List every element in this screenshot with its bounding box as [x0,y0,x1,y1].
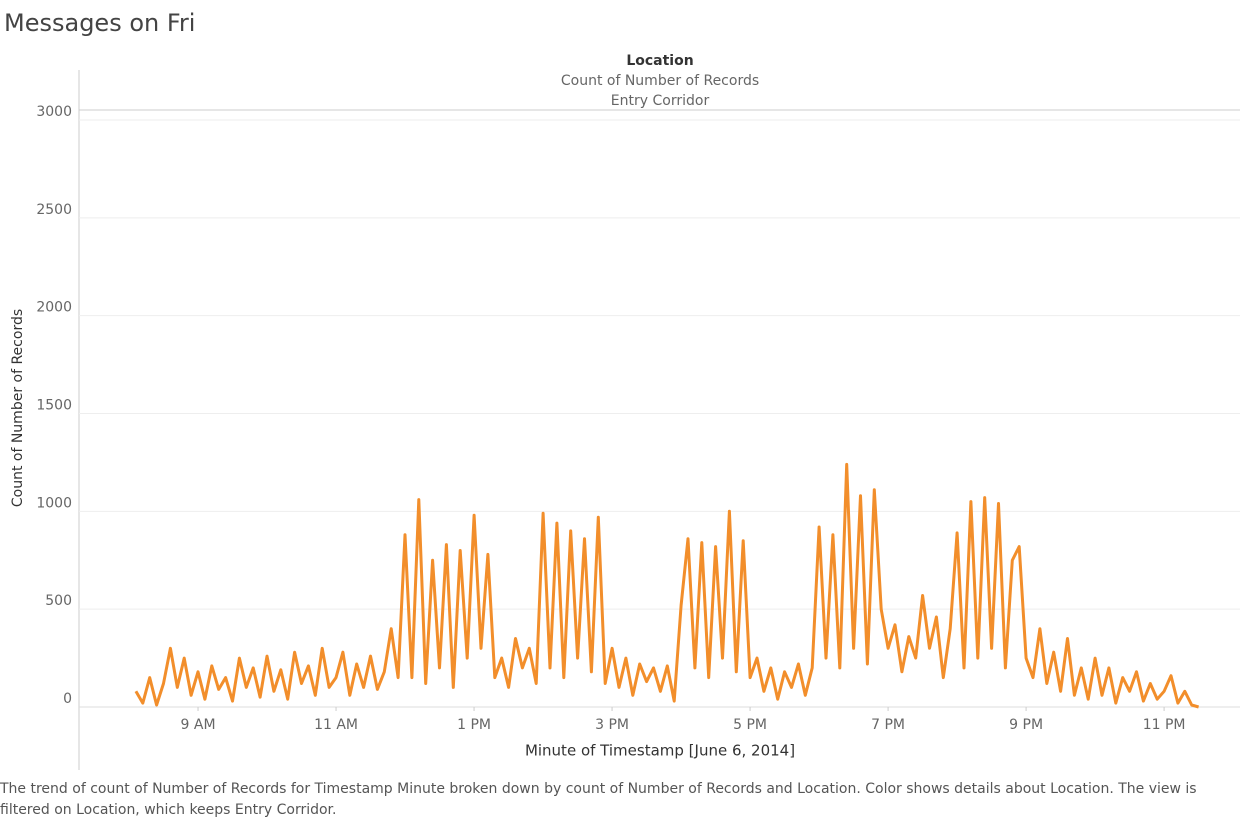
y-tick-label: 3000 [36,104,72,120]
y-tick-label: 500 [45,593,72,609]
x-tick-label: 5 PM [733,717,767,733]
x-tick-label: 11 PM [1143,717,1186,733]
y-tick-label: 1000 [36,495,72,511]
x-axis-title: Minute of Timestamp [June 6, 2014] [525,742,795,760]
x-tick-label: 11 AM [314,717,358,733]
y-tick-label: 1500 [36,398,72,414]
header-measure: Count of Number of Records [561,73,759,89]
header-title: Location [626,53,693,69]
x-tick-label: 3 PM [595,717,629,733]
y-axis-title: Count of Number of Records [10,309,26,507]
caption: The trend of count of Number of Records … [0,781,1197,818]
header-value: Entry Corridor [611,93,710,109]
y-tick-label: 0 [63,691,72,707]
chart: Messages on Fri Location Count of Number… [4,9,1240,770]
chart-title: Messages on Fri [4,9,195,37]
x-tick-label: 9 AM [181,717,216,733]
data-line [134,462,1200,709]
x-tick-label: 7 PM [871,717,905,733]
x-tick-label: 9 PM [1009,717,1043,733]
y-tick-label: 2500 [36,202,72,218]
x-tick-label: 1 PM [457,717,491,733]
y-tick-label: 2000 [36,300,72,316]
